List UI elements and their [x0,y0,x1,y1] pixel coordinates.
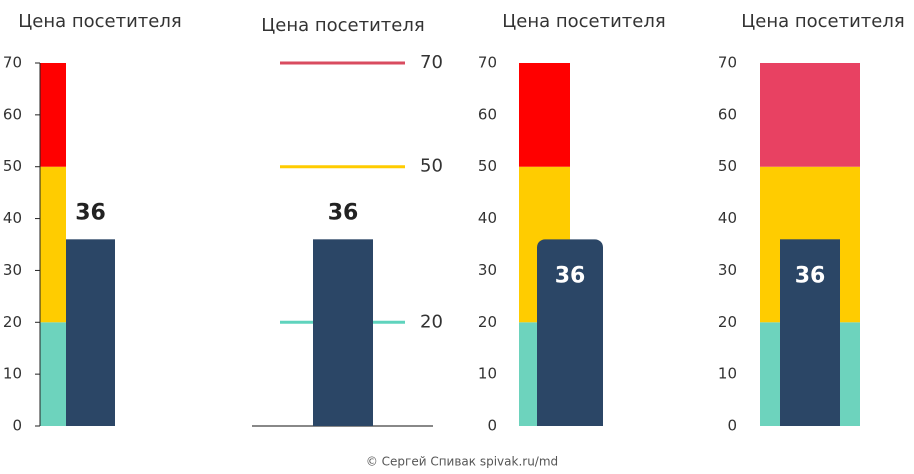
y-tick-label: 50 [3,157,22,175]
value-label: 36 [75,200,106,225]
value-bar [313,239,373,426]
y-tick-label: 40 [718,209,737,227]
value-bar-base [537,410,603,426]
footer: © Сергей Спивак spivak.ru/md [366,455,558,469]
chart-title: Цена посетителя [502,11,665,32]
value-bar [537,239,603,426]
y-tick-label: 20 [478,313,497,331]
y-tick-label: 70 [718,54,737,72]
y-tick-label: 10 [478,365,497,383]
y-tick-label: 20 [718,313,737,331]
y-tick-label: 70 [3,54,22,72]
value-bar [66,239,115,426]
y-tick-label: 30 [3,261,22,279]
chart-title: Цена посетителя [18,11,181,32]
threshold-label: 50 [420,156,443,177]
y-tick-label: 0 [487,417,497,435]
threshold-label: 70 [420,52,443,73]
y-tick-label: 10 [718,365,737,383]
range-band [40,322,66,426]
range-band [760,63,860,167]
value-bar [780,239,840,426]
y-tick-label: 60 [3,105,22,123]
y-tick-label: 60 [718,105,737,123]
value-label: 36 [795,263,826,288]
range-band [519,63,570,167]
y-tick-label: 30 [718,261,737,279]
y-tick-label: 70 [478,54,497,72]
y-tick-label: 30 [478,261,497,279]
y-tick-label: 60 [478,105,497,123]
y-tick-label: 50 [718,157,737,175]
range-band [40,63,66,167]
value-label: 36 [555,263,586,288]
y-tick-label: 40 [3,209,22,227]
y-tick-label: 20 [3,313,22,331]
y-tick-label: 50 [478,157,497,175]
chart-title: Цена посетителя [261,15,424,36]
threshold-label: 20 [420,311,443,332]
chart-title: Цена посетителя [741,11,904,32]
y-tick-label: 0 [12,417,22,435]
y-tick-label: 40 [478,209,497,227]
y-tick-label: 10 [3,365,22,383]
value-label: 36 [328,200,359,225]
range-band [40,166,66,323]
y-tick-label: 0 [727,417,737,435]
